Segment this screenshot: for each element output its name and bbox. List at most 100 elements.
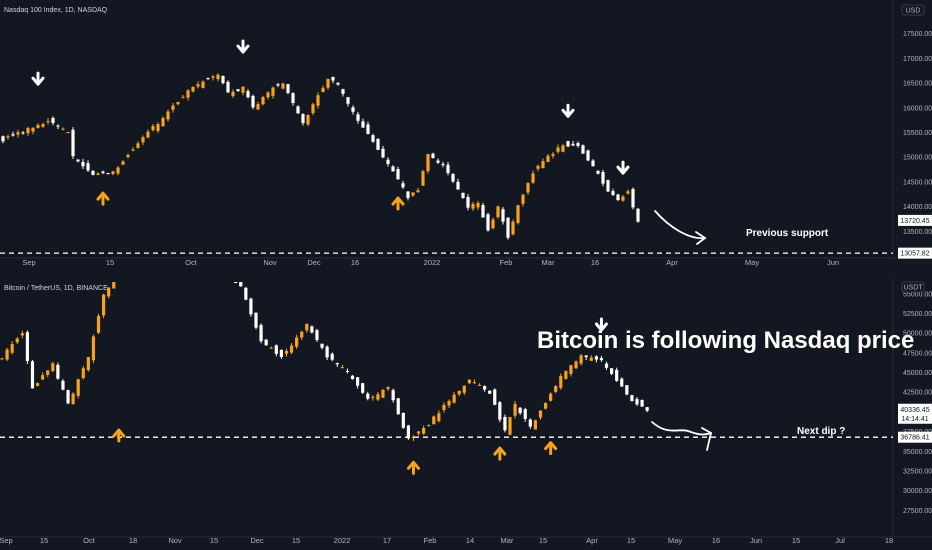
x-tick-label: Oct bbox=[185, 258, 198, 267]
x-tick-label: Jun bbox=[827, 258, 839, 267]
candle-body bbox=[316, 95, 320, 106]
candle-body bbox=[551, 154, 555, 156]
x-tick-label: Mar bbox=[501, 536, 514, 545]
candle-body bbox=[396, 169, 400, 180]
candle-body bbox=[25, 332, 29, 362]
candle-body bbox=[335, 363, 339, 365]
down-arrow-icon bbox=[561, 103, 575, 118]
candle-body bbox=[604, 363, 609, 368]
candle-body bbox=[498, 402, 502, 420]
candle-body bbox=[640, 399, 644, 407]
nasdaq-panel: 13500.00 14000.00 14500.00 15000.00 15500.00… bbox=[0, 0, 932, 267]
candle-body bbox=[621, 196, 625, 201]
up-arrow-icon bbox=[112, 428, 126, 443]
candle-body bbox=[26, 128, 30, 134]
candle-body bbox=[305, 324, 309, 331]
candle-body bbox=[416, 190, 420, 193]
candle-body bbox=[71, 129, 75, 157]
candle-body bbox=[126, 154, 130, 158]
chart-title: Bitcoin / TetherUS, 1D, BINANCE bbox=[4, 285, 108, 292]
x-tick-label: 17 bbox=[383, 536, 391, 545]
down-arrow-icon bbox=[236, 39, 250, 54]
candle-body bbox=[472, 382, 477, 384]
last-price-label: 13720.45 bbox=[900, 218, 929, 225]
candle-body bbox=[286, 84, 290, 93]
candle-body bbox=[336, 82, 340, 85]
currency-label: USDT bbox=[903, 285, 923, 292]
candle-body bbox=[516, 205, 520, 224]
up-arrow-icon bbox=[406, 460, 420, 475]
candle-body bbox=[396, 398, 400, 415]
candle-body bbox=[350, 375, 355, 380]
candle-body bbox=[506, 217, 510, 238]
countdown-label: 14:14:41 bbox=[901, 416, 928, 423]
candle-body bbox=[211, 76, 215, 78]
candle-body bbox=[326, 78, 330, 88]
candle-body bbox=[107, 287, 111, 297]
candle-body bbox=[116, 167, 120, 174]
candle-body bbox=[366, 124, 370, 134]
candle-body bbox=[300, 331, 304, 338]
candle-body bbox=[556, 147, 560, 152]
y-tick-label: 45000.00 bbox=[903, 370, 932, 377]
x-tick-label: 15 bbox=[792, 536, 800, 545]
candle-body bbox=[341, 89, 345, 94]
y-tick-label: 15000.00 bbox=[903, 155, 932, 162]
x-tick-label: 15 bbox=[106, 258, 114, 267]
candle-body bbox=[462, 385, 466, 393]
candle-body bbox=[596, 170, 600, 174]
support-price-box bbox=[898, 247, 932, 259]
candle-body bbox=[508, 417, 512, 435]
down-arrow-icon bbox=[31, 71, 45, 86]
candle-body bbox=[311, 104, 315, 114]
candle-body bbox=[451, 173, 455, 182]
candle-body bbox=[620, 378, 624, 387]
candle-body bbox=[599, 358, 604, 361]
candle-body bbox=[559, 375, 563, 388]
candle-body bbox=[586, 150, 590, 161]
x-tick-label: 15 bbox=[210, 536, 218, 545]
candle-body bbox=[1, 136, 5, 142]
candle-body bbox=[284, 351, 289, 354]
bitcoin-panel: 27500.0030000.0032500.0035000.0037500.00… bbox=[0, 278, 932, 545]
candle-body bbox=[295, 337, 299, 347]
candle-body bbox=[66, 132, 70, 134]
x-tick-label: 14 bbox=[466, 536, 474, 545]
candle-body bbox=[196, 84, 200, 87]
candle-body bbox=[526, 183, 530, 193]
projection-arrowhead-icon bbox=[695, 231, 707, 245]
candle-body bbox=[20, 333, 24, 336]
candle-body bbox=[511, 221, 515, 235]
projection-arrowhead-icon bbox=[701, 427, 713, 451]
candle-body bbox=[411, 436, 416, 439]
candle-body bbox=[112, 282, 116, 289]
candle-body bbox=[631, 189, 635, 208]
currency-label: USD bbox=[906, 8, 921, 15]
candle-body bbox=[241, 86, 245, 93]
candle-body bbox=[391, 390, 395, 401]
candle-body bbox=[35, 383, 40, 386]
x-tick-label: 2022 bbox=[334, 536, 351, 545]
candle-body bbox=[531, 173, 535, 183]
candle-body bbox=[441, 164, 445, 166]
candle-body bbox=[426, 154, 430, 172]
candle-body bbox=[121, 161, 125, 165]
candle-body bbox=[274, 345, 278, 354]
candle-body bbox=[259, 325, 263, 342]
candle-body bbox=[310, 326, 314, 333]
up-arrow-icon bbox=[391, 196, 405, 211]
candle-body bbox=[488, 390, 492, 394]
candle-body bbox=[561, 145, 565, 152]
candle-body bbox=[574, 361, 578, 369]
candle-body bbox=[276, 84, 280, 86]
y-tick-label: 27500.00 bbox=[903, 508, 932, 515]
candle-body bbox=[447, 400, 451, 406]
candle-body bbox=[296, 106, 300, 114]
candle-body bbox=[345, 370, 350, 372]
candle-body bbox=[416, 431, 421, 434]
candle-body bbox=[615, 369, 619, 381]
candle-body bbox=[321, 87, 325, 93]
down-arrow-icon bbox=[616, 160, 630, 175]
candle-body bbox=[635, 399, 639, 405]
y-tick-label: 16500.00 bbox=[903, 81, 932, 88]
